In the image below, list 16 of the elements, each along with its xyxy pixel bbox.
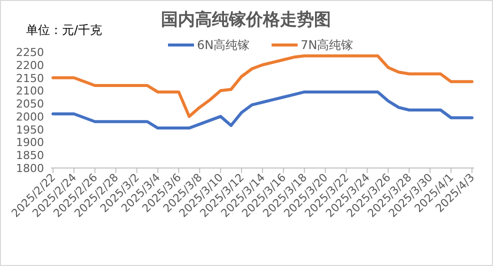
y-tick-label: 1950: [16, 123, 44, 136]
y-tick-label: 1900: [16, 136, 44, 150]
line-series: [52, 54, 474, 118]
y-axis-title: 单位：元/千克: [26, 23, 102, 37]
y-tick-label: 2050: [16, 98, 44, 111]
y-tick-label: 2150: [16, 72, 44, 85]
y-tick-label: 2200: [16, 58, 44, 72]
y-tick-label: 1800: [16, 162, 44, 175]
y-tick-label: 1850: [16, 149, 44, 162]
chart-title: 国内高纯镓价格走势图: [161, 10, 331, 30]
y-tick-label: 2000: [16, 110, 44, 124]
y-tick-label: 2100: [16, 84, 44, 98]
legend-label: 6N高纯镓: [197, 38, 250, 52]
y-tick-label: 2250: [16, 46, 44, 59]
legend-label: 7N高纯镓: [300, 38, 354, 52]
line-series: [52, 90, 474, 130]
